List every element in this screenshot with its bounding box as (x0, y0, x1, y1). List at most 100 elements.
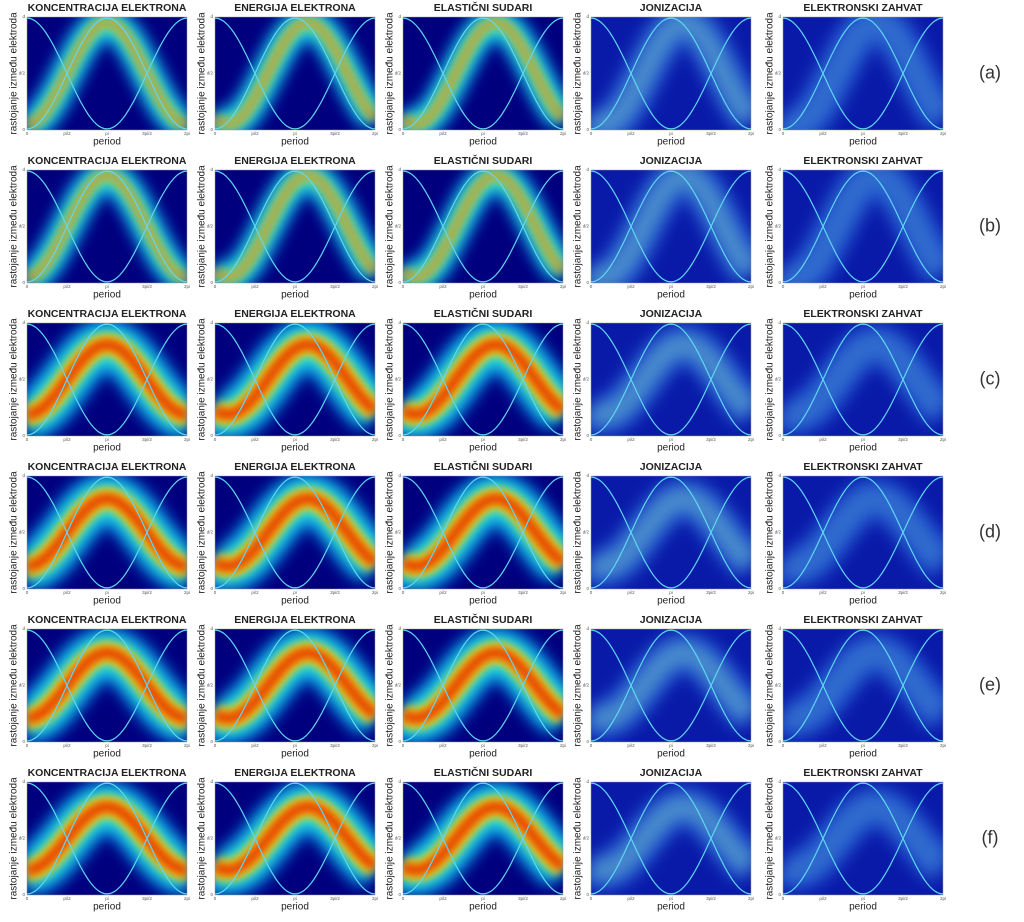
panel-title: ENERGIJA ELEKTRONA (234, 2, 356, 14)
x-tick-label: 0 (590, 896, 593, 901)
heatmap-layer (403, 17, 563, 130)
y-tick-label: 0 (586, 739, 589, 744)
y-tick-label: d/2 (19, 71, 26, 76)
y-tick-label: 0 (778, 586, 781, 591)
x-tick-label: 2pi (560, 437, 566, 442)
x-tick-label: 0 (782, 437, 785, 442)
panel-title: ELASTIČNI SUDARI (434, 766, 533, 779)
y-tick-label: 0 (778, 280, 781, 285)
guide-curve (27, 17, 187, 130)
heatmap (783, 629, 943, 742)
guide-curve (403, 323, 563, 436)
y-axis-label: rastojanje između elektroda (197, 165, 208, 288)
x-tick-label: 0 (590, 437, 593, 442)
heatmap-layer (215, 170, 375, 283)
x-tick-label: pi (293, 437, 297, 442)
heatmap-layer (27, 170, 187, 283)
guide-curve (783, 323, 943, 436)
y-tick-label: d/2 (775, 530, 782, 535)
x-tick-label: pi (293, 896, 297, 901)
heat-band (783, 17, 943, 130)
y-tick-label: 0 (398, 739, 401, 744)
x-axis-label: period (657, 749, 685, 760)
plot-frame (402, 16, 564, 131)
panel-title: ELASTIČNI SUDARI (434, 1, 533, 14)
y-tick-label: d (778, 167, 781, 172)
x-axis-label: period (849, 443, 877, 454)
x-tick-label: 2pi (560, 284, 566, 289)
x-tick-label: pi/2 (63, 284, 71, 289)
x-tick-label: pi (861, 437, 865, 442)
guide-curve (591, 629, 751, 742)
heatmap-layer (591, 17, 751, 130)
x-tick-label: 2pi (372, 743, 378, 748)
panel-title: ELEKTRONSKI ZAHVAT (803, 308, 923, 320)
heat-band (783, 334, 943, 425)
heat-band (215, 19, 375, 128)
x-tick-label: 3pi/2 (330, 131, 340, 136)
x-tick-label: 3pi/2 (898, 590, 908, 595)
y-tick-label: d/2 (583, 836, 590, 841)
heatmap-layer (783, 629, 943, 742)
x-tick-label: pi/2 (251, 131, 259, 136)
plot-frame (590, 16, 752, 131)
y-tick-label: d (778, 626, 781, 631)
plot-frame (782, 628, 944, 743)
x-tick-label: pi/2 (627, 284, 635, 289)
y-tick-label: d (22, 779, 25, 784)
x-tick-label: pi/2 (251, 284, 259, 289)
y-tick-label: d (778, 473, 781, 478)
plot-frame (214, 169, 376, 284)
plot-frame (214, 475, 376, 590)
x-tick-label: pi/2 (819, 131, 827, 136)
x-axis-label: period (849, 137, 877, 148)
heat-band (215, 492, 375, 573)
heatmap-layer (591, 629, 751, 742)
y-axis-label: rastojanje između elektroda (9, 12, 20, 135)
panel-title: KONCENTRACIJA ELEKTRONA (28, 614, 187, 626)
y-axis-label: rastojanje između elektroda (765, 624, 776, 747)
guide-curve (403, 476, 563, 589)
guide-curve (591, 782, 751, 895)
guide-curve (783, 782, 943, 895)
x-tick-label: pi/2 (63, 743, 71, 748)
y-tick-label: 0 (210, 892, 213, 897)
x-tick-label: 2pi (560, 896, 566, 901)
heatmap (591, 476, 751, 589)
x-tick-label: 3pi/2 (518, 896, 528, 901)
y-tick-label: 0 (210, 586, 213, 591)
x-axis-label: period (281, 137, 309, 148)
x-tick-label: 0 (26, 284, 29, 289)
x-tick-label: pi/2 (63, 590, 71, 595)
x-tick-label: pi/2 (251, 590, 259, 595)
x-tick-label: 0 (214, 131, 217, 136)
x-tick-label: 3pi/2 (518, 284, 528, 289)
y-tick-label: 0 (210, 433, 213, 438)
heat-band (27, 800, 187, 877)
y-axis-label: rastojanje između elektroda (573, 777, 584, 900)
y-tick-label: 0 (398, 280, 401, 285)
x-tick-label: pi (481, 590, 485, 595)
plot-frame (402, 781, 564, 896)
heat-band (27, 172, 187, 281)
plot-frame (782, 322, 944, 437)
panel-title: ENERGIJA ELEKTRONA (234, 614, 356, 626)
y-tick-label: d (22, 473, 25, 478)
x-tick-label: 3pi/2 (898, 743, 908, 748)
x-tick-label: 3pi/2 (330, 590, 340, 595)
x-tick-label: 2pi (184, 743, 190, 748)
x-tick-label: 2pi (372, 131, 378, 136)
x-tick-label: 3pi/2 (706, 284, 716, 289)
x-tick-label: 2pi (748, 743, 754, 748)
x-tick-label: 2pi (184, 284, 190, 289)
heatmap (591, 170, 751, 283)
plot-frame (26, 322, 188, 437)
x-tick-label: pi/2 (251, 743, 259, 748)
x-tick-label: pi (481, 131, 485, 136)
x-tick-label: 0 (590, 284, 593, 289)
x-axis-label: period (93, 749, 121, 760)
x-tick-label: 2pi (748, 284, 754, 289)
y-axis-label: rastojanje između elektroda (385, 471, 396, 594)
guide-curve (27, 476, 187, 589)
heat-band (27, 338, 187, 421)
